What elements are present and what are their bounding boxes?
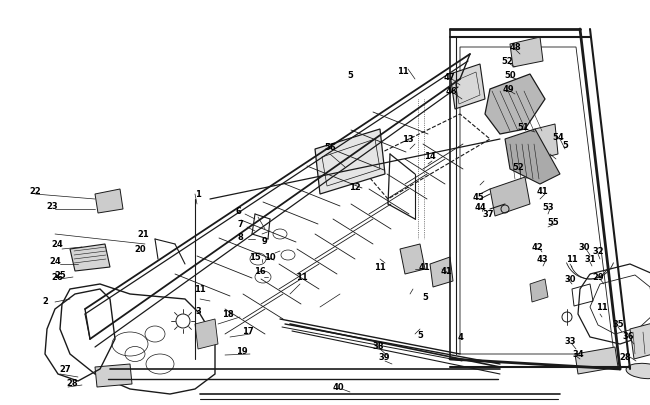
Text: 52: 52 bbox=[512, 163, 524, 172]
Text: 5: 5 bbox=[562, 140, 568, 149]
Text: 51: 51 bbox=[517, 122, 529, 131]
Text: 41: 41 bbox=[440, 267, 452, 276]
Text: 17: 17 bbox=[242, 327, 254, 336]
Text: 31: 31 bbox=[584, 255, 596, 264]
Polygon shape bbox=[510, 38, 543, 68]
Text: 25: 25 bbox=[54, 270, 66, 279]
Polygon shape bbox=[530, 279, 548, 302]
Text: 9: 9 bbox=[261, 237, 267, 246]
Text: 26: 26 bbox=[51, 273, 63, 282]
Text: 18: 18 bbox=[222, 310, 234, 319]
Text: 50: 50 bbox=[504, 70, 516, 79]
Text: 11: 11 bbox=[397, 67, 409, 76]
Text: 11: 11 bbox=[296, 273, 308, 282]
Text: 11: 11 bbox=[566, 255, 578, 264]
Polygon shape bbox=[430, 257, 453, 287]
Text: 30: 30 bbox=[578, 243, 590, 252]
Polygon shape bbox=[505, 130, 560, 185]
Text: 33: 33 bbox=[564, 337, 576, 345]
Text: 13: 13 bbox=[402, 135, 414, 144]
Text: 38: 38 bbox=[372, 342, 384, 351]
Text: 52: 52 bbox=[501, 58, 513, 66]
Text: 40: 40 bbox=[332, 383, 344, 392]
Text: 10: 10 bbox=[264, 253, 276, 262]
Text: 49: 49 bbox=[502, 84, 514, 93]
Text: 56: 56 bbox=[324, 143, 336, 152]
Text: 46: 46 bbox=[445, 87, 457, 96]
Text: 53: 53 bbox=[542, 203, 554, 212]
Text: 1: 1 bbox=[195, 190, 201, 199]
Text: 41: 41 bbox=[536, 187, 548, 196]
Text: 5: 5 bbox=[417, 331, 423, 340]
Text: 11: 11 bbox=[374, 263, 386, 272]
Text: 16: 16 bbox=[254, 267, 266, 276]
Text: 27: 27 bbox=[59, 364, 71, 373]
Text: 48: 48 bbox=[509, 43, 521, 51]
Text: 28: 28 bbox=[66, 379, 78, 388]
Text: 41: 41 bbox=[418, 263, 430, 272]
Text: 22: 22 bbox=[29, 187, 41, 196]
Polygon shape bbox=[535, 125, 558, 160]
Text: 15: 15 bbox=[249, 252, 261, 261]
Text: 12: 12 bbox=[349, 183, 361, 192]
Text: 5: 5 bbox=[347, 71, 353, 80]
Text: 11: 11 bbox=[596, 303, 608, 312]
Text: 23: 23 bbox=[46, 202, 58, 211]
Polygon shape bbox=[485, 75, 545, 135]
Text: 43: 43 bbox=[536, 255, 548, 264]
Text: 34: 34 bbox=[572, 350, 584, 358]
Text: 11: 11 bbox=[194, 285, 206, 294]
Text: 32: 32 bbox=[592, 247, 604, 256]
Text: 19: 19 bbox=[236, 347, 248, 356]
Text: 29: 29 bbox=[592, 272, 604, 281]
Text: 35: 35 bbox=[612, 320, 624, 329]
Text: 7: 7 bbox=[237, 220, 243, 229]
Ellipse shape bbox=[626, 363, 650, 379]
Text: 21: 21 bbox=[137, 230, 149, 239]
Text: 3: 3 bbox=[195, 307, 201, 316]
Text: 20: 20 bbox=[134, 245, 146, 254]
Text: 45: 45 bbox=[472, 193, 484, 202]
Text: 6: 6 bbox=[235, 207, 241, 216]
Text: 54: 54 bbox=[552, 133, 564, 142]
Text: 24: 24 bbox=[49, 257, 61, 266]
Polygon shape bbox=[70, 244, 110, 271]
Text: 47: 47 bbox=[443, 72, 455, 81]
Polygon shape bbox=[630, 319, 650, 359]
Text: 5: 5 bbox=[422, 293, 428, 302]
Text: 44: 44 bbox=[474, 203, 486, 212]
Polygon shape bbox=[450, 65, 485, 110]
Polygon shape bbox=[400, 244, 425, 274]
Polygon shape bbox=[575, 347, 618, 374]
Text: 42: 42 bbox=[531, 243, 543, 252]
Polygon shape bbox=[315, 130, 385, 194]
Text: 8: 8 bbox=[237, 233, 243, 242]
Text: 39: 39 bbox=[378, 353, 390, 362]
Polygon shape bbox=[490, 177, 530, 216]
Text: 24: 24 bbox=[51, 240, 63, 249]
Text: 2: 2 bbox=[42, 297, 48, 306]
Text: 36: 36 bbox=[622, 332, 634, 341]
Polygon shape bbox=[95, 190, 123, 213]
Text: 55: 55 bbox=[547, 218, 559, 227]
Polygon shape bbox=[195, 319, 218, 349]
Polygon shape bbox=[95, 364, 132, 387]
Text: 4: 4 bbox=[457, 333, 463, 342]
Text: 30: 30 bbox=[564, 275, 576, 284]
Text: 37: 37 bbox=[482, 210, 494, 219]
Text: 28: 28 bbox=[619, 353, 630, 362]
Text: 14: 14 bbox=[424, 152, 436, 161]
